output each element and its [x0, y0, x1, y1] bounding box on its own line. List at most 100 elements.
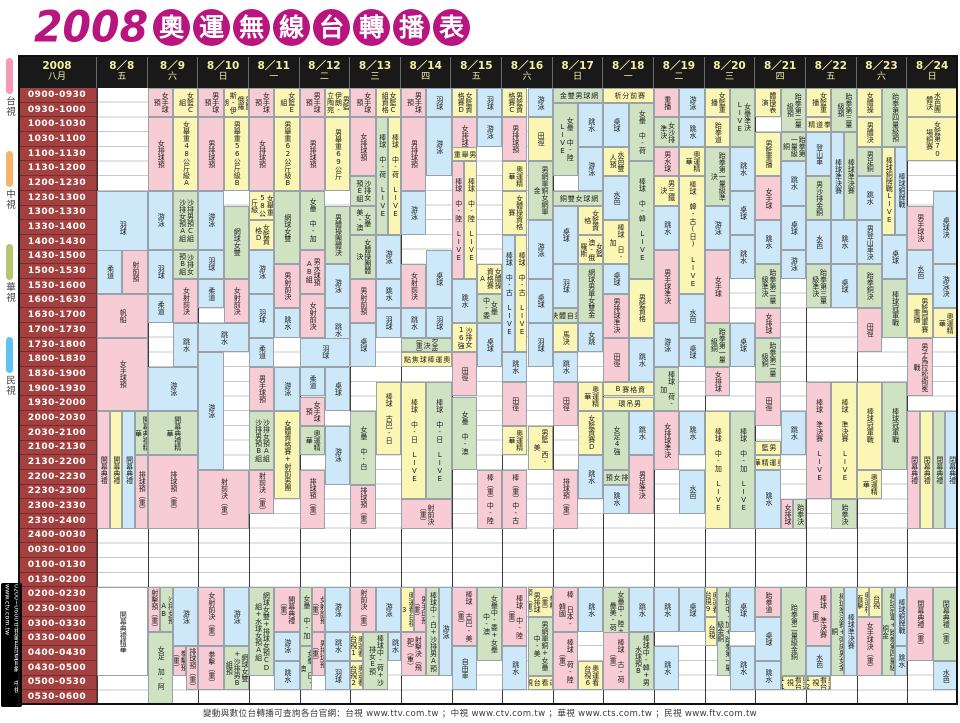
time-slot-label: 1530-1600 — [18, 278, 97, 294]
event-cell: 男全能決（重） — [400, 337, 452, 353]
event-cell: 棒球 韓-古(日) LIVE — [679, 176, 705, 294]
event-cell: 男射前預 — [350, 278, 376, 324]
event-cell: 游泳決 — [932, 264, 958, 309]
event-cell: 跳水 — [831, 220, 857, 265]
time-slot-label: 0230-0300 — [18, 602, 97, 617]
date-label: 8／15 — [460, 60, 493, 73]
event-cell: 柔道 — [97, 249, 123, 294]
event-cell: 男足準決 — [628, 455, 655, 514]
event-cell: 羽球 — [552, 264, 579, 309]
event-cell: 棒球 中-陸 LIVE — [451, 161, 465, 279]
time-slot-label: 0330-0400 — [18, 631, 97, 647]
event-cell: 跳水 — [894, 646, 908, 676]
event-cell: 跆拳第三量級準決 — [806, 264, 832, 309]
event-cell: 棒球準決賽 — [844, 132, 857, 221]
event-cell: 游泳 — [248, 249, 275, 294]
event-cell: 棒球 準決賽 LIVE — [831, 381, 857, 500]
event-cell: 跳水 — [730, 146, 756, 191]
event-cell: 女壘 中-荷 — [628, 102, 655, 162]
date-header-cell: 8／8 五 — [97, 55, 148, 88]
event-cell: 棒球 準決賽 LIVE — [806, 381, 832, 500]
event-cell: 男籃資格賽C — [502, 88, 528, 118]
event-cell: 女射前決（重） — [198, 587, 224, 647]
event-cell: 排球預（重） — [552, 469, 579, 529]
event-cell: 跳水 — [730, 646, 756, 691]
date-header-cell: 8／17 日 — [553, 55, 604, 88]
event-cell: 女舉重48公斤級A — [172, 117, 199, 191]
event-cell: 奧運看台視12 — [806, 675, 832, 691]
event-cell: 棒（重）中-陸 — [476, 469, 503, 529]
event-cell: 男排球預 — [198, 117, 224, 191]
event-cell: 羽球 — [248, 293, 275, 338]
event-cell: 男籃 伊朗-立陶宛 — [324, 88, 351, 118]
event-cell: 女壘 中-加 — [299, 587, 313, 647]
event-cell: 女排球 — [704, 367, 731, 397]
time-slot-label: 2230-2300 — [18, 484, 97, 500]
time-slot-label: 2130-2200 — [18, 455, 97, 470]
time-slot-label: 0030-0100 — [18, 543, 97, 558]
event-cell: 羽球 — [198, 249, 224, 279]
event-cell: 棒球準決賽 — [844, 587, 857, 676]
event-cell: 游泳 — [274, 631, 300, 661]
event-cell: 棒球 準決賽（重） — [806, 587, 832, 647]
legend-item: 台視 — [0, 58, 18, 117]
event-cell: 奧運看台視6 — [578, 660, 604, 691]
time-slot-label: 0930-1000 — [18, 102, 97, 118]
event-cell: 跆拳道精華 — [806, 117, 832, 133]
event-cell: 男手球預 — [299, 88, 325, 118]
event-cell: 跳水 — [502, 352, 528, 382]
event-cell: 跳水 — [628, 587, 655, 632]
event-cell: 閉幕典禮（重） — [907, 587, 933, 661]
event-cell: 桌球 — [552, 205, 579, 265]
event-cell: 跆拳銅決 — [856, 264, 883, 309]
event-cell: 棒球 古-荷（重） — [603, 631, 629, 691]
event-cell: 跳水 — [654, 205, 680, 250]
event-cell: 女體操團體決 — [350, 234, 376, 279]
event-cell: 男三鐵決 — [654, 176, 680, 206]
event-cell: 棒球銅牌戰LIVE — [882, 146, 895, 235]
date-header-cell: 8／22 五 — [806, 55, 857, 88]
event-cell: 跳水 — [679, 411, 705, 456]
event-cell: 棒球 中-加 LIVE — [730, 411, 756, 529]
event-cell: 跳水 — [578, 102, 604, 147]
event-cell: 奧運精華 — [679, 146, 705, 177]
time-slot-label: 1000-1030 — [18, 117, 97, 133]
legend-item: 華視 — [0, 244, 18, 303]
time-slot-label: 1100-1130 — [18, 146, 97, 162]
event-cell: 羽球 — [527, 323, 553, 368]
event-cell: 棒球冠軍戰 — [882, 278, 908, 338]
event-cell: 棒（重）中-古 — [502, 469, 528, 529]
event-cell: 排球預（重） — [147, 455, 199, 529]
page-title: 2008 奧運無線台轉播表 — [34, 1, 471, 53]
event-cell: 游泳 — [274, 367, 300, 412]
event-cell: 游泳 — [223, 587, 249, 647]
event-cell: 棒球 中-加 LIVE — [704, 411, 731, 529]
event-cell: 桌球 — [527, 278, 553, 324]
event-cell: 跳水 — [603, 484, 629, 515]
event-cell: 女體資格賽+射前男團 — [274, 411, 300, 500]
weekday-label: 六 — [522, 71, 532, 82]
event-cell: 女壘 中-加 — [299, 190, 325, 250]
event-cell: 男手球決 — [907, 205, 933, 250]
event-cell: 女射前決 — [172, 278, 199, 324]
event-cell: 體操表演 — [755, 88, 781, 118]
time-slot-label: 1600-1630 — [18, 293, 97, 309]
event-cell: 網球男雙金 — [552, 88, 604, 103]
event-cell: 桌球決 — [932, 190, 958, 265]
event-cell: 奧運看台視2 — [350, 660, 363, 691]
event-cell: 女手球預 — [97, 337, 148, 412]
weekday-label: 一 — [623, 71, 633, 82]
event-cell: 棒球 中-陸（重） — [502, 587, 528, 647]
event-cell: 跳水 — [375, 278, 401, 309]
event-cell: 男手球預 — [400, 88, 427, 118]
weekday-label: 二 — [674, 71, 684, 82]
event-cell: 奧運精華 — [502, 161, 528, 191]
date-label: 8／17 — [561, 60, 594, 73]
date-label: 8／8 — [109, 60, 135, 73]
time-slot-label: 1730-1800 — [18, 337, 97, 353]
event-cell: 奧運看台視3 — [400, 587, 414, 632]
event-cell: 游泳 — [324, 264, 351, 309]
date-header-cell: 8／19 二 — [654, 55, 705, 88]
event-cell: 奧運看台視5 — [527, 675, 553, 691]
time-slot-label: 1830-1900 — [18, 367, 97, 382]
